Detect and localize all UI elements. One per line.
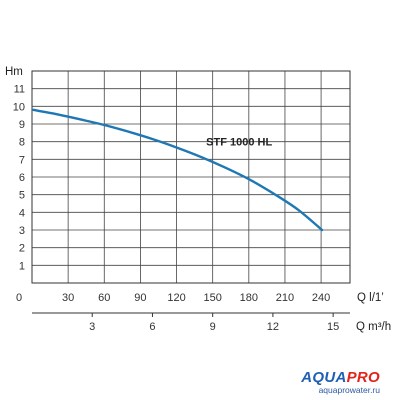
series-label: STF 1000 HL xyxy=(206,137,272,149)
y-tick-label: 9 xyxy=(19,119,25,131)
x2-tick-label: 3 xyxy=(89,321,95,333)
brand-name: AQUAPRO xyxy=(301,370,380,385)
y-tick-label: 1 xyxy=(19,260,25,272)
x-tick-label: 30 xyxy=(62,292,74,304)
series-group: STF 1000 HL xyxy=(31,108,324,232)
y-tick-label: 3 xyxy=(19,225,25,237)
y-axis-label: Hm xyxy=(5,66,23,78)
plot-frame xyxy=(31,70,351,284)
x-axis-secondary-ticks: 3 6 9 12 15 xyxy=(89,313,339,333)
x2-tick-label: 15 xyxy=(327,321,339,333)
x-tick-label: 180 xyxy=(240,292,258,304)
x-axis-primary-ticks: 0 30 60 90 120 150 180 210 240 xyxy=(16,292,330,304)
series-line xyxy=(31,108,324,232)
x-tick-label: 0 xyxy=(16,292,22,304)
y-axis-ticks: 1 2 3 4 5 6 7 8 9 10 11 xyxy=(13,84,25,273)
y-tick-label: 2 xyxy=(19,243,25,255)
x2-tick-label: 6 xyxy=(149,321,155,333)
chart-grid xyxy=(32,71,350,283)
y-tick-label: 4 xyxy=(19,207,25,219)
y-tick-label: 6 xyxy=(19,172,25,184)
brand-name-part2: PRO xyxy=(346,368,380,386)
x-axis-secondary-label: Q m³/h xyxy=(356,321,391,333)
x-tick-label: 60 xyxy=(98,292,110,304)
y-tick-label: 10 xyxy=(13,101,25,113)
brand-logo: AQUAPRO aquaprowater.ru xyxy=(301,370,380,395)
y-tick-label: 11 xyxy=(14,84,25,96)
x-tick-label: 120 xyxy=(167,292,185,304)
x2-tick-label: 12 xyxy=(267,321,279,333)
y-tick-label: 5 xyxy=(19,190,25,202)
x2-tick-label: 9 xyxy=(210,321,216,333)
x-tick-label: 210 xyxy=(276,292,294,304)
brand-website: aquaprowater.ru xyxy=(318,384,380,395)
x-axis-primary-label: Q l/1’ xyxy=(357,292,384,304)
x-tick-label: 90 xyxy=(134,292,146,304)
brand-name-part1: AQUA xyxy=(301,368,347,386)
y-tick-label: 8 xyxy=(19,137,25,149)
y-tick-label: 7 xyxy=(19,154,25,166)
x-tick-label: 240 xyxy=(312,292,330,304)
x-tick-label: 150 xyxy=(204,292,222,304)
